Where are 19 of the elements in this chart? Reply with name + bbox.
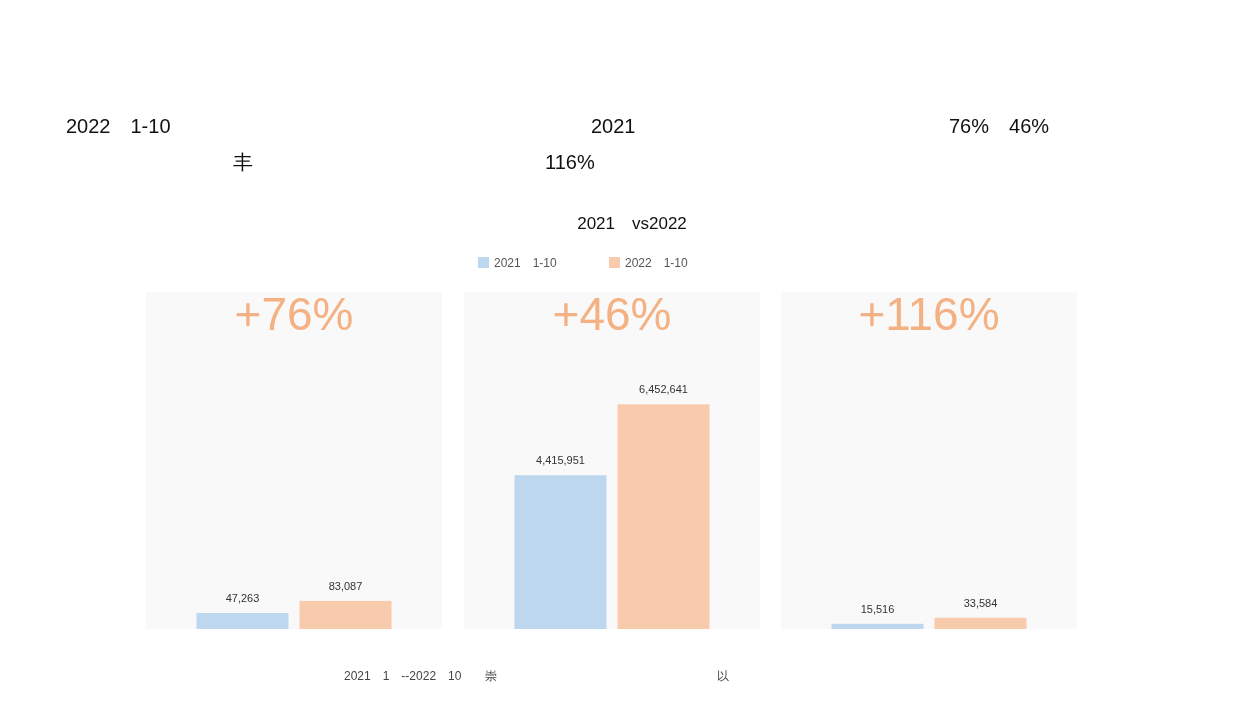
text: 2021 bbox=[591, 115, 636, 137]
data-label: 15,516 bbox=[860, 602, 895, 615]
legend-label: 2021 1-10 bbox=[494, 256, 558, 270]
text: 丰 bbox=[233, 151, 253, 173]
text: 2022 1-10 bbox=[66, 115, 171, 137]
chart-title: 2021 vs2022 bbox=[577, 214, 687, 233]
text: +46% bbox=[552, 288, 672, 340]
text: 116% bbox=[545, 151, 595, 173]
text: 以 bbox=[717, 669, 729, 683]
text: +76% bbox=[234, 288, 354, 340]
data-label: 6,452,641 bbox=[639, 383, 688, 396]
legend-label: 2022 1-10 bbox=[625, 256, 689, 270]
text: 76% 46% bbox=[949, 115, 1050, 137]
text: 2021 1 --2022 10 崇 bbox=[344, 669, 498, 683]
data-label: 4,415,951 bbox=[536, 454, 585, 467]
data-label: 33,584 bbox=[963, 596, 998, 609]
data-label: 83,087 bbox=[328, 579, 363, 592]
data-label: 47,263 bbox=[225, 592, 260, 605]
text: +116% bbox=[858, 288, 1000, 340]
